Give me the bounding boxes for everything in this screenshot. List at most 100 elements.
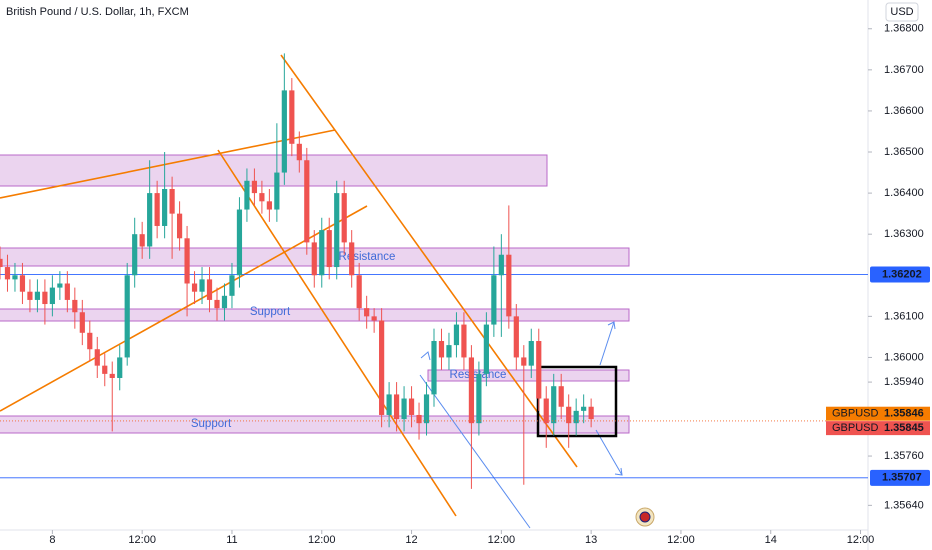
candle-body: [386, 394, 392, 415]
candle-body: [311, 242, 317, 276]
candle-body: [536, 341, 542, 399]
x-tick-label: 12:00: [667, 534, 695, 546]
candle-body: [513, 316, 519, 358]
candle-body: [102, 365, 108, 374]
y-tick-label: 1.36400: [884, 187, 924, 199]
candle-body: [49, 287, 55, 305]
trend-line: [217, 149, 457, 517]
price-tag-value: 1.35846: [884, 408, 924, 420]
chart-title: British Pound / U.S. Dollar, 1h, FXCM: [6, 6, 189, 18]
arrow-head: [607, 321, 616, 330]
candle-body: [423, 394, 430, 424]
arrow-head: [420, 351, 431, 361]
candle-body: [184, 238, 190, 284]
zone: [0, 308, 630, 322]
y-tick-label: 1.36100: [884, 310, 924, 322]
candle-body: [356, 275, 362, 309]
x-tick-label: 12: [405, 534, 417, 546]
price-tag-name: GBPUSD: [832, 422, 879, 434]
candle-body: [79, 312, 85, 333]
candle-body: [199, 279, 205, 292]
candle-body: [453, 324, 460, 346]
candle-body: [94, 349, 100, 366]
candle-body: [169, 188, 175, 214]
candle-body: [229, 275, 235, 296]
candle-body: [326, 230, 332, 268]
y-tick-label: 1.36600: [884, 105, 924, 117]
candle-body: [446, 345, 452, 358]
currency-box[interactable]: [885, 2, 919, 22]
arrow-line: [595, 429, 623, 476]
arrow-line: [419, 374, 531, 529]
candle-body: [341, 193, 347, 243]
candle-body: [334, 193, 340, 268]
candle-body: [132, 234, 138, 276]
arrow-head: [614, 467, 623, 476]
candle-body: [4, 267, 11, 280]
y-tick-label: 1.36700: [884, 64, 924, 76]
candle-body: [42, 291, 48, 305]
candle-body: [461, 324, 467, 358]
currency: USD: [890, 6, 913, 18]
zone: [427, 369, 630, 382]
candle-body: [296, 143, 302, 161]
candle-body: [431, 341, 437, 395]
candle-body: [521, 357, 527, 366]
candle-body: [498, 254, 504, 276]
candle-body: [176, 213, 183, 239]
candle-body: [566, 406, 572, 424]
x-tick-label: 12:00: [847, 534, 875, 546]
price-tag-box: [826, 421, 930, 436]
zone: [0, 154, 548, 187]
candle-body: [147, 193, 153, 247]
candle-body: [191, 283, 198, 292]
y-tick-label: 1.36000: [884, 351, 924, 363]
zone-label: Support: [191, 418, 232, 430]
candle-body: [281, 90, 287, 173]
price-label: 1.35707: [882, 472, 922, 484]
candle-body: [109, 373, 115, 378]
candle-body: [304, 160, 310, 243]
price-tag-box: [826, 406, 930, 421]
trend-line: [280, 54, 578, 468]
price-label-box: [870, 266, 930, 283]
candle-body: [72, 299, 78, 313]
candle-body: [0, 258, 3, 268]
zone: [0, 415, 630, 434]
candle-body: [221, 295, 228, 309]
candle-body: [214, 299, 220, 309]
candle-body: [588, 406, 594, 420]
candle-body: [289, 90, 295, 144]
candle-body: [393, 394, 400, 420]
price-label: 1.36202: [882, 268, 922, 280]
price-tag-value: 1.35845: [884, 422, 924, 434]
candle-body: [573, 410, 579, 424]
candle-body: [581, 406, 587, 411]
candle-body: [57, 283, 63, 288]
flag-icon: [639, 511, 651, 523]
price-label-box: [870, 469, 930, 486]
price-tag-name: GBPUSD: [832, 408, 879, 420]
candle-body: [34, 291, 41, 300]
candle-body: [558, 386, 564, 407]
zone-label: Resistance: [339, 251, 396, 263]
arrow-line: [599, 321, 615, 366]
candle-body: [551, 386, 557, 424]
candle-body: [139, 234, 145, 247]
candle-body: [408, 398, 415, 415]
highlight-box: [536, 365, 618, 438]
candle-body: [364, 308, 370, 317]
candle-body: [371, 316, 377, 321]
x-tick-label: 14: [765, 534, 777, 546]
x-tick-label: 8: [49, 534, 55, 546]
x-tick-label: 13: [585, 534, 597, 546]
candle-body: [476, 373, 482, 424]
candle-body: [162, 188, 168, 226]
x-tick-label: 12:00: [308, 534, 336, 546]
y-tick-label: 1.36300: [884, 228, 924, 240]
candle-body: [274, 172, 280, 210]
candle-body: [543, 398, 549, 424]
candle-body: [154, 193, 160, 226]
candle-body: [117, 357, 123, 378]
